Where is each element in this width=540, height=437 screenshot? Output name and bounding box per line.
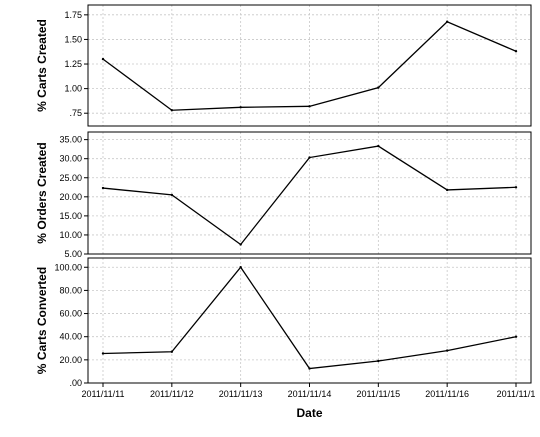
x-tick-label: 2011/11/14: [288, 389, 332, 399]
data-point: [170, 350, 174, 353]
data-point: [514, 335, 518, 338]
data-point: [239, 106, 242, 109]
data-point: [377, 86, 380, 89]
y-tick-label: 1.50: [64, 34, 82, 44]
y-axis-label: % Carts Converted: [35, 267, 49, 374]
panel-frame: [87, 131, 532, 255]
data-point: [170, 109, 174, 112]
y-tick-label: 20.00: [59, 192, 82, 202]
data-point: [101, 186, 105, 190]
panel-frame: [87, 257, 532, 384]
data-point: [101, 57, 105, 61]
y-tick-label: 35.00: [59, 135, 82, 145]
data-point: [308, 156, 311, 159]
data-point: [514, 186, 518, 189]
x-tick-label: 2011/11/12: [150, 389, 194, 399]
y-tick-label: 80.00: [59, 285, 82, 295]
data-point: [101, 352, 105, 355]
x-axis-label: Date: [296, 406, 322, 420]
y-tick-label: .75: [69, 108, 82, 118]
x-tick-label: 2011/11/15: [356, 389, 400, 399]
y-tick-label: 1.75: [64, 10, 82, 20]
y-tick-label: 10.00: [59, 230, 82, 240]
y-tick-label: 25.00: [59, 173, 82, 183]
panel-frame: [87, 4, 532, 127]
y-tick-label: 60.00: [59, 309, 82, 319]
data-point: [308, 105, 311, 108]
data-point: [308, 367, 311, 370]
y-tick-label: 1.25: [64, 59, 82, 69]
data-point: [445, 20, 449, 23]
y-tick-label: 100.00: [54, 262, 82, 272]
data-point: [445, 188, 449, 192]
y-tick-label: .00: [69, 378, 82, 388]
x-tick-label: 2011/11/1: [497, 389, 536, 399]
data-point: [377, 144, 380, 148]
y-tick-label: 40.00: [59, 332, 82, 342]
data-point: [514, 50, 518, 53]
data-point: [445, 349, 449, 352]
y-tick-label: 5.00: [64, 249, 82, 259]
y-tick-label: 1.00: [64, 84, 82, 94]
y-axis-label: % Carts Created: [35, 19, 49, 112]
data-point: [239, 243, 242, 246]
x-tick-label: 2011/11/11: [81, 389, 124, 399]
x-tick-label: 2011/11/13: [219, 389, 263, 399]
y-tick-label: 20.00: [59, 355, 82, 365]
data-point: [377, 359, 380, 363]
x-tick-label: 2011/11/16: [425, 389, 469, 399]
y-tick-label: 30.00: [59, 154, 82, 164]
data-point: [170, 193, 174, 197]
data-point: [239, 266, 242, 269]
y-tick-label: 15.00: [59, 211, 82, 221]
y-axis-label: % Orders Created: [35, 142, 49, 243]
